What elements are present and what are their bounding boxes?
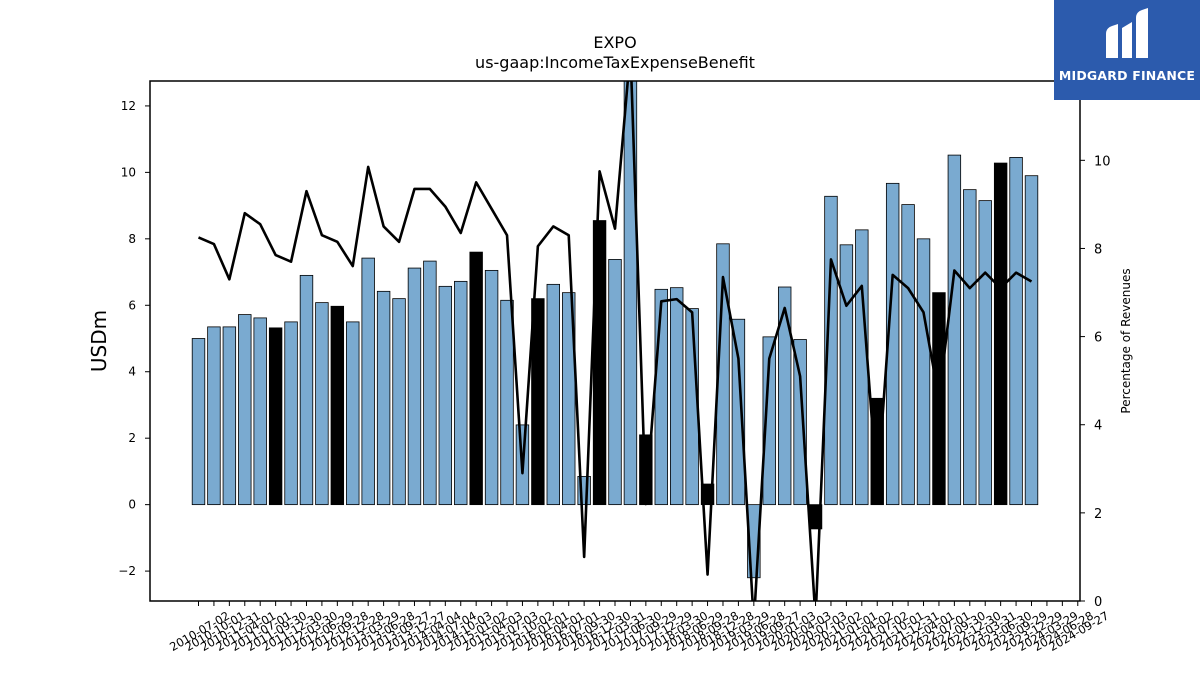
plot-frame (149, 80, 1081, 602)
y2-tick-label: 6 (1094, 331, 1102, 346)
bar (346, 321, 360, 506)
bar (855, 229, 869, 506)
bar (531, 298, 545, 506)
bar (670, 287, 684, 506)
bar (423, 260, 437, 506)
y2-tick-label: 4 (1094, 419, 1102, 434)
y-tick-label: 4 (128, 365, 136, 379)
bar (546, 283, 561, 506)
y-tick-label: 10 (121, 165, 136, 179)
bar (361, 257, 375, 506)
y-tick-label: 2 (128, 431, 136, 445)
bar (207, 326, 221, 506)
chart-subtitle: us-gaap:IncomeTaxExpenseBenefit (475, 53, 755, 72)
bar (253, 317, 267, 506)
y2-tick-label: 0 (1094, 595, 1102, 610)
bar (993, 162, 1008, 506)
bar (901, 204, 915, 506)
bar (268, 327, 283, 506)
bar (777, 286, 792, 506)
bar (731, 318, 746, 506)
bar (562, 292, 576, 506)
bar (1009, 157, 1023, 506)
bar (438, 285, 453, 506)
bar (1024, 175, 1039, 506)
y2-axis-label: Percentage of Revenues (1119, 268, 1133, 413)
x-axis: 2010-07-022010-10-012010-12-312011-04-01… (167, 601, 1111, 654)
line-group (197, 81, 1033, 601)
y-tick-label: 8 (128, 232, 136, 246)
midgard-finance-logo: MIDGARD FINANCE (1054, 0, 1200, 100)
bar (839, 244, 854, 506)
logo-text: MIDGARD FINANCE (1058, 68, 1196, 83)
bar (284, 321, 298, 506)
bar (916, 238, 931, 506)
y2-tick-label: 10 (1094, 154, 1111, 169)
bar (469, 251, 483, 506)
bar (623, 81, 638, 506)
bar (592, 220, 607, 506)
bar (454, 280, 468, 506)
y-tick-label: 12 (121, 99, 136, 113)
bar (885, 182, 900, 506)
bar (238, 314, 252, 506)
y2-axis: 0 2 4 6 8 10 (1080, 154, 1111, 610)
y2-tick-label: 2 (1094, 507, 1102, 522)
logo-mark-icon (1106, 8, 1148, 58)
bar (392, 298, 406, 506)
bar (484, 269, 499, 506)
bar (978, 200, 992, 506)
bar (793, 339, 807, 506)
y-tick-label: −2 (118, 564, 136, 578)
y2-tick-label: 8 (1094, 242, 1102, 257)
y-axis: −2 0 2 4 6 8 10 12 (118, 99, 150, 578)
bar (222, 326, 237, 506)
bar (330, 305, 345, 506)
bar (191, 338, 206, 506)
y-tick-label: 0 (128, 498, 136, 512)
y-tick-label: 6 (128, 298, 136, 312)
bar (947, 154, 962, 506)
bar (824, 195, 838, 506)
bar (608, 259, 622, 506)
bar (407, 267, 422, 506)
bar (500, 299, 514, 506)
chart-title: EXPO (593, 33, 636, 52)
bar (299, 274, 314, 506)
bar (654, 288, 668, 506)
bar (963, 189, 977, 506)
bar (762, 336, 776, 506)
bar (376, 290, 391, 506)
bars-group (191, 81, 1039, 579)
bar (870, 397, 884, 506)
y-axis-label: USDm (87, 310, 111, 372)
bar (315, 302, 329, 506)
percent-of-revenues-line (197, 81, 1033, 601)
